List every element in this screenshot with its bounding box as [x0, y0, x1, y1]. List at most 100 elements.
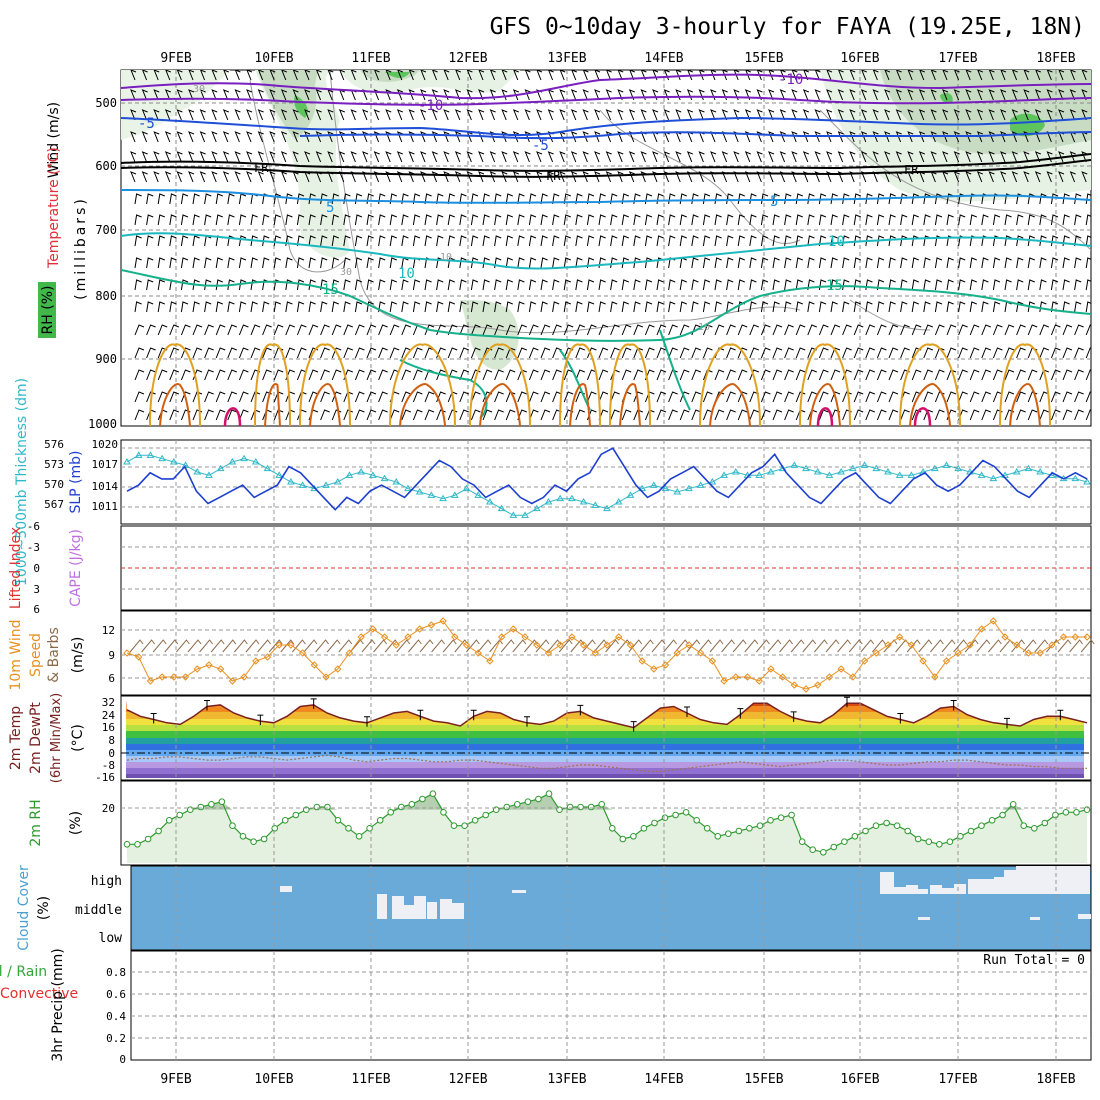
wind10m-point: [837, 665, 845, 673]
ylabel-rh2m: 2m RH: [28, 799, 44, 846]
rh2m-point: [830, 843, 838, 851]
thickness-point: [1036, 468, 1045, 475]
cloud-level-middle: middle: [75, 903, 122, 918]
wind10m-point: [849, 673, 857, 681]
upper-axis-labels: Wind (m/s) Temperature (°C) RH (%) (mill…: [38, 102, 89, 338]
date-label: 10FEB: [254, 51, 293, 66]
chart-title: GFS 0~10day 3-hourly for FAYA (19.25E, 1…: [490, 14, 1085, 40]
thickness-point: [532, 504, 541, 512]
contour-label: -5: [138, 116, 155, 132]
date-label: 18FEB: [1036, 51, 1075, 66]
rh2m-point: [440, 809, 447, 816]
contour-label: -10: [778, 72, 803, 88]
upper-vertical-grid: [175, 70, 1057, 426]
ylabel-rh2m-unit: (%): [68, 811, 84, 835]
rh2m-point: [482, 811, 490, 819]
temperature-contours: [121, 73, 1091, 419]
precip-tick: 0.2: [106, 1032, 126, 1045]
rh2m-point: [398, 803, 405, 811]
date-label: 11FEB: [351, 51, 390, 66]
rh2m-point: [208, 801, 215, 808]
lifted-index-panel: -6 -3 0 3 6 Lifted Index CAPE (J/kg): [8, 520, 1092, 616]
thickness-point: [450, 491, 459, 498]
precip-tick: 0.4: [106, 1010, 126, 1023]
thickness-point: [544, 498, 553, 505]
rh2m-point: [619, 835, 627, 843]
rh2m-point: [1062, 809, 1070, 816]
wind10m-point: [205, 661, 213, 669]
wind10m-point: [1071, 633, 1079, 641]
wind10m-markers: [123, 617, 1091, 693]
rh2m-point: [134, 841, 141, 848]
rh2m-point: [387, 809, 395, 816]
rh2m-point: [334, 817, 342, 824]
rh2m-tick: 20: [102, 802, 115, 815]
rh2m-point: [408, 801, 416, 808]
precip-panel: Run Total = 0 0.8 0.6 0.4 0.2 0 Total / …: [0, 948, 1092, 1066]
rh2m-point: [471, 817, 479, 824]
wind10m-panel: 12 9 6 10m Wind Speed & Barbs (m/s): [8, 610, 1095, 696]
contour-label: 10: [398, 266, 415, 282]
wind10m-point: [650, 665, 658, 673]
rh2m-point: [914, 835, 922, 843]
date-label: 17FEB: [938, 51, 977, 66]
rh2m-point: [957, 833, 964, 840]
rh2m-point: [524, 798, 532, 806]
ylabel-wind10m-barbs: & Barbs: [46, 627, 62, 683]
ylabel-wind10m-speed: Speed: [28, 633, 44, 677]
contour-label: 15: [322, 282, 339, 298]
wind10m-point: [439, 617, 447, 625]
wind10m-point: [533, 641, 541, 649]
wind10m-point: [591, 649, 600, 657]
rh-legend-swatch: [38, 282, 56, 338]
thickness-point: [193, 468, 202, 475]
wind10m-point: [181, 673, 190, 681]
rh2m-point: [144, 835, 152, 843]
rh2m-point: [756, 822, 764, 830]
temp2m-tick: 0: [108, 747, 115, 760]
rh2m-point: [1020, 822, 1028, 830]
wind10m-point: [966, 641, 974, 649]
slp-tick: 1014: [92, 480, 119, 493]
thickness-point: [977, 471, 986, 478]
thickness-point: [989, 474, 998, 482]
wind10m-point: [1083, 633, 1091, 641]
wind10m-point: [240, 673, 248, 681]
wind10m-point: [123, 649, 131, 657]
rh2m-point: [693, 817, 701, 824]
rh2m-point: [725, 830, 732, 838]
run-total: Run Total = 0: [983, 953, 1085, 968]
wind10m-point: [884, 641, 892, 649]
slp-tick: 1020: [92, 438, 119, 451]
wind10m-point: [146, 677, 155, 685]
thickness-point: [895, 471, 904, 478]
cloud-background: [130, 865, 1092, 951]
thickness-point: [275, 471, 284, 478]
wind10m-point: [638, 657, 646, 665]
date-label: 11FEB: [351, 1072, 390, 1087]
rh2m-point: [197, 803, 205, 811]
wind10m-point: [743, 673, 752, 681]
rh2m-point: [609, 825, 616, 832]
date-label: 13FEB: [547, 51, 586, 66]
ylabel-wind10m: 10m Wind: [8, 619, 24, 690]
thickness-markers: [123, 451, 1091, 518]
rh2m-point: [746, 825, 753, 832]
wind10m-point: [989, 617, 998, 625]
wind10m-point: [392, 641, 400, 649]
pressure-tick: 1000: [88, 417, 117, 431]
thickness-point: [404, 484, 412, 492]
pressure-tick: 900: [95, 352, 117, 366]
thickness-point: [708, 478, 717, 485]
rh2m-point: [419, 795, 426, 803]
thickness-point: [556, 494, 565, 502]
wind10m-point: [778, 673, 787, 681]
ylabel-lifted-index: Lifted Index: [8, 527, 24, 609]
rh2m-point: [640, 825, 648, 832]
wind10m-point: [755, 677, 763, 685]
thickness-point: [614, 498, 623, 505]
rh2m-point: [324, 803, 331, 811]
surface-contours: [149, 343, 1051, 426]
contour-label: 10: [440, 252, 452, 263]
ylabel-precip: 3hr Precip (mm): [50, 948, 66, 1061]
